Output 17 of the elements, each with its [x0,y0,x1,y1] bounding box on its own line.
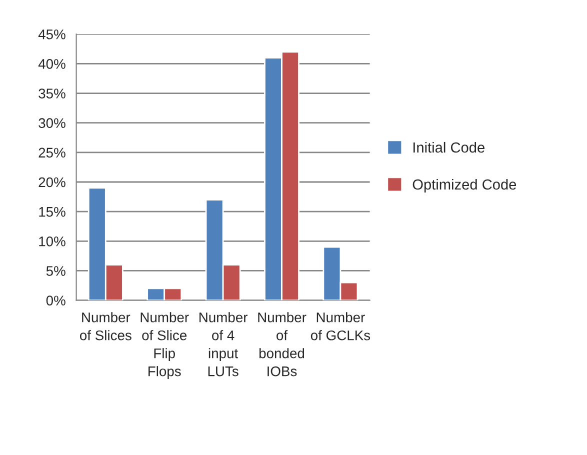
x-tick-label: Number of Slice Flip Flops [140,312,189,379]
x-tick-label: Number of GCLKs [310,312,370,340]
y-tick-label: 20% [38,177,66,188]
legend-label: Optimized Code [412,178,516,193]
y-tick-label: 10% [39,236,66,246]
y-tick-label: 45% [38,30,66,40]
y-tick-label: 35% [38,88,66,98]
y-tick-label: 30% [38,118,66,128]
x-tick-label: Number of 4 input LUTs [200,312,248,376]
legend-label: Initial Code [413,142,484,153]
y-tick-label: 15% [39,206,66,217]
y-tick-label: 0% [46,296,66,306]
y-tick-label: 25% [38,148,66,158]
y-tick-label: 40% [38,59,66,69]
x-tick-label: Number of bonded IOBs [258,312,306,376]
y-tick-label: 5% [46,266,66,276]
x-tick-label: Number of Slices [80,312,132,340]
